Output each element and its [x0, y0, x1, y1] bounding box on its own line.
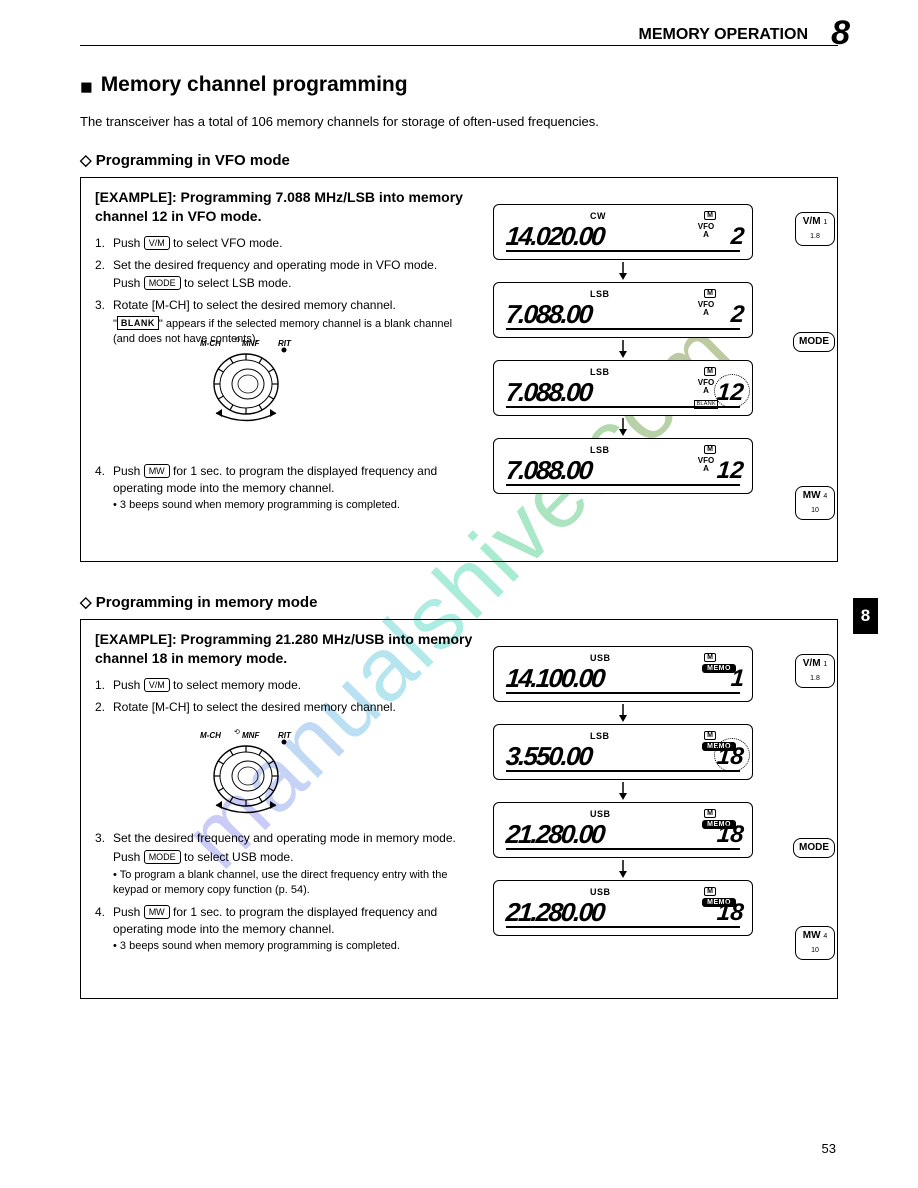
lcd-display: USBMMEMO14.100.001	[493, 646, 753, 702]
svg-text:M-CH: M-CH	[200, 731, 221, 740]
subsection-1: ◇ Programming in VFO mode	[80, 150, 838, 171]
side-key[interactable]: MW 410	[795, 926, 835, 960]
page-number: 53	[822, 1140, 836, 1158]
example-1-box: [EXAMPLE]: Programming 7.088 MHz/LSB int…	[80, 177, 838, 562]
section-title: Memory channel programming	[101, 70, 408, 99]
example-1-left: [EXAMPLE]: Programming 7.088 MHz/LSB int…	[95, 188, 475, 519]
chapter-tab: 8	[853, 598, 878, 634]
lcd-display: CWMVFOA14.020.002	[493, 204, 753, 260]
header-title: MEMORY OPERATION	[639, 24, 809, 46]
lcd-display: LSBMVFOABLANK7.088.0012	[493, 360, 753, 416]
svg-text:RIT: RIT	[278, 339, 292, 348]
blank-label: BLANK	[117, 316, 159, 330]
side-key[interactable]: V/M 11.8	[795, 654, 835, 688]
mw-key: MW	[144, 464, 170, 478]
step: 2.Rotate [M-CH] to select the desired me…	[95, 699, 475, 716]
lcd-display: LSBMMEMO3.550.0018	[493, 724, 753, 780]
example-1-title: [EXAMPLE]: Programming 7.088 MHz/LSB int…	[95, 188, 475, 227]
step: 1.Push V/M to select memory mode.	[95, 677, 475, 694]
lcd-display: LSBMVFOA7.088.002	[493, 282, 753, 338]
side-key[interactable]: V/M 11.8	[795, 212, 835, 246]
mode-key: MODE	[144, 276, 181, 290]
step: 2.Set the desired frequency and operatin…	[95, 257, 475, 293]
vm-key: V/M	[144, 678, 170, 692]
side-key[interactable]: MODE	[793, 332, 835, 352]
step: 4.Push MW for 1 sec. to program the disp…	[95, 904, 475, 955]
tuning-knob: M-CH ⟲ MNF RIT	[190, 720, 320, 820]
vm-key: V/M	[144, 236, 170, 250]
svg-text:M-CH: M-CH	[200, 339, 221, 348]
example-2-box: [EXAMPLE]: Programming 21.280 MHz/USB in…	[80, 619, 838, 999]
svg-text:MNF: MNF	[242, 731, 260, 740]
step: 1.Push V/M to select VFO mode.	[95, 235, 475, 252]
lcd-display: USBMMEMO21.280.0018	[493, 880, 753, 936]
svg-text:MNF: MNF	[242, 339, 260, 348]
subsection-2: ◇ Programming in memory mode	[80, 592, 838, 613]
svg-text:⟲: ⟲	[234, 729, 240, 736]
mode-key: MODE	[144, 850, 181, 864]
example-2-lcds: USBMMEMO14.100.001 LSBMMEMO3.550.0018 USBM…	[493, 646, 753, 936]
step: 4.Push MW for 1 sec. to program the disp…	[95, 463, 475, 514]
side-key[interactable]: MW 410	[795, 486, 835, 520]
lcd-display: USBMMEMO21.280.0018	[493, 802, 753, 858]
mw-key: MW	[144, 905, 170, 919]
tuning-knob: M-CH ⟲ MNF RIT	[190, 328, 320, 428]
header-chapter: 8	[831, 10, 848, 58]
intro-text: The transceiver has a total of 106 memor…	[80, 113, 640, 131]
example-1-lcds: CWMVFOA14.020.002 LSBMVFOA7.088.002 LSBMVF…	[493, 204, 753, 494]
svg-text:⟲: ⟲	[234, 337, 240, 344]
example-2-title: [EXAMPLE]: Programming 21.280 MHz/USB in…	[95, 630, 475, 669]
section-rule: ■ Memory channel programming	[80, 70, 838, 105]
step: 3.Set the desired frequency and operatin…	[95, 830, 475, 898]
svg-text:RIT: RIT	[278, 731, 292, 740]
side-key[interactable]: MODE	[793, 838, 835, 858]
lcd-display: LSBMVFOA7.088.0012	[493, 438, 753, 494]
example-2-left: [EXAMPLE]: Programming 21.280 MHz/USB in…	[95, 630, 475, 960]
page-content: ■ Memory channel programming The transce…	[80, 70, 838, 1029]
